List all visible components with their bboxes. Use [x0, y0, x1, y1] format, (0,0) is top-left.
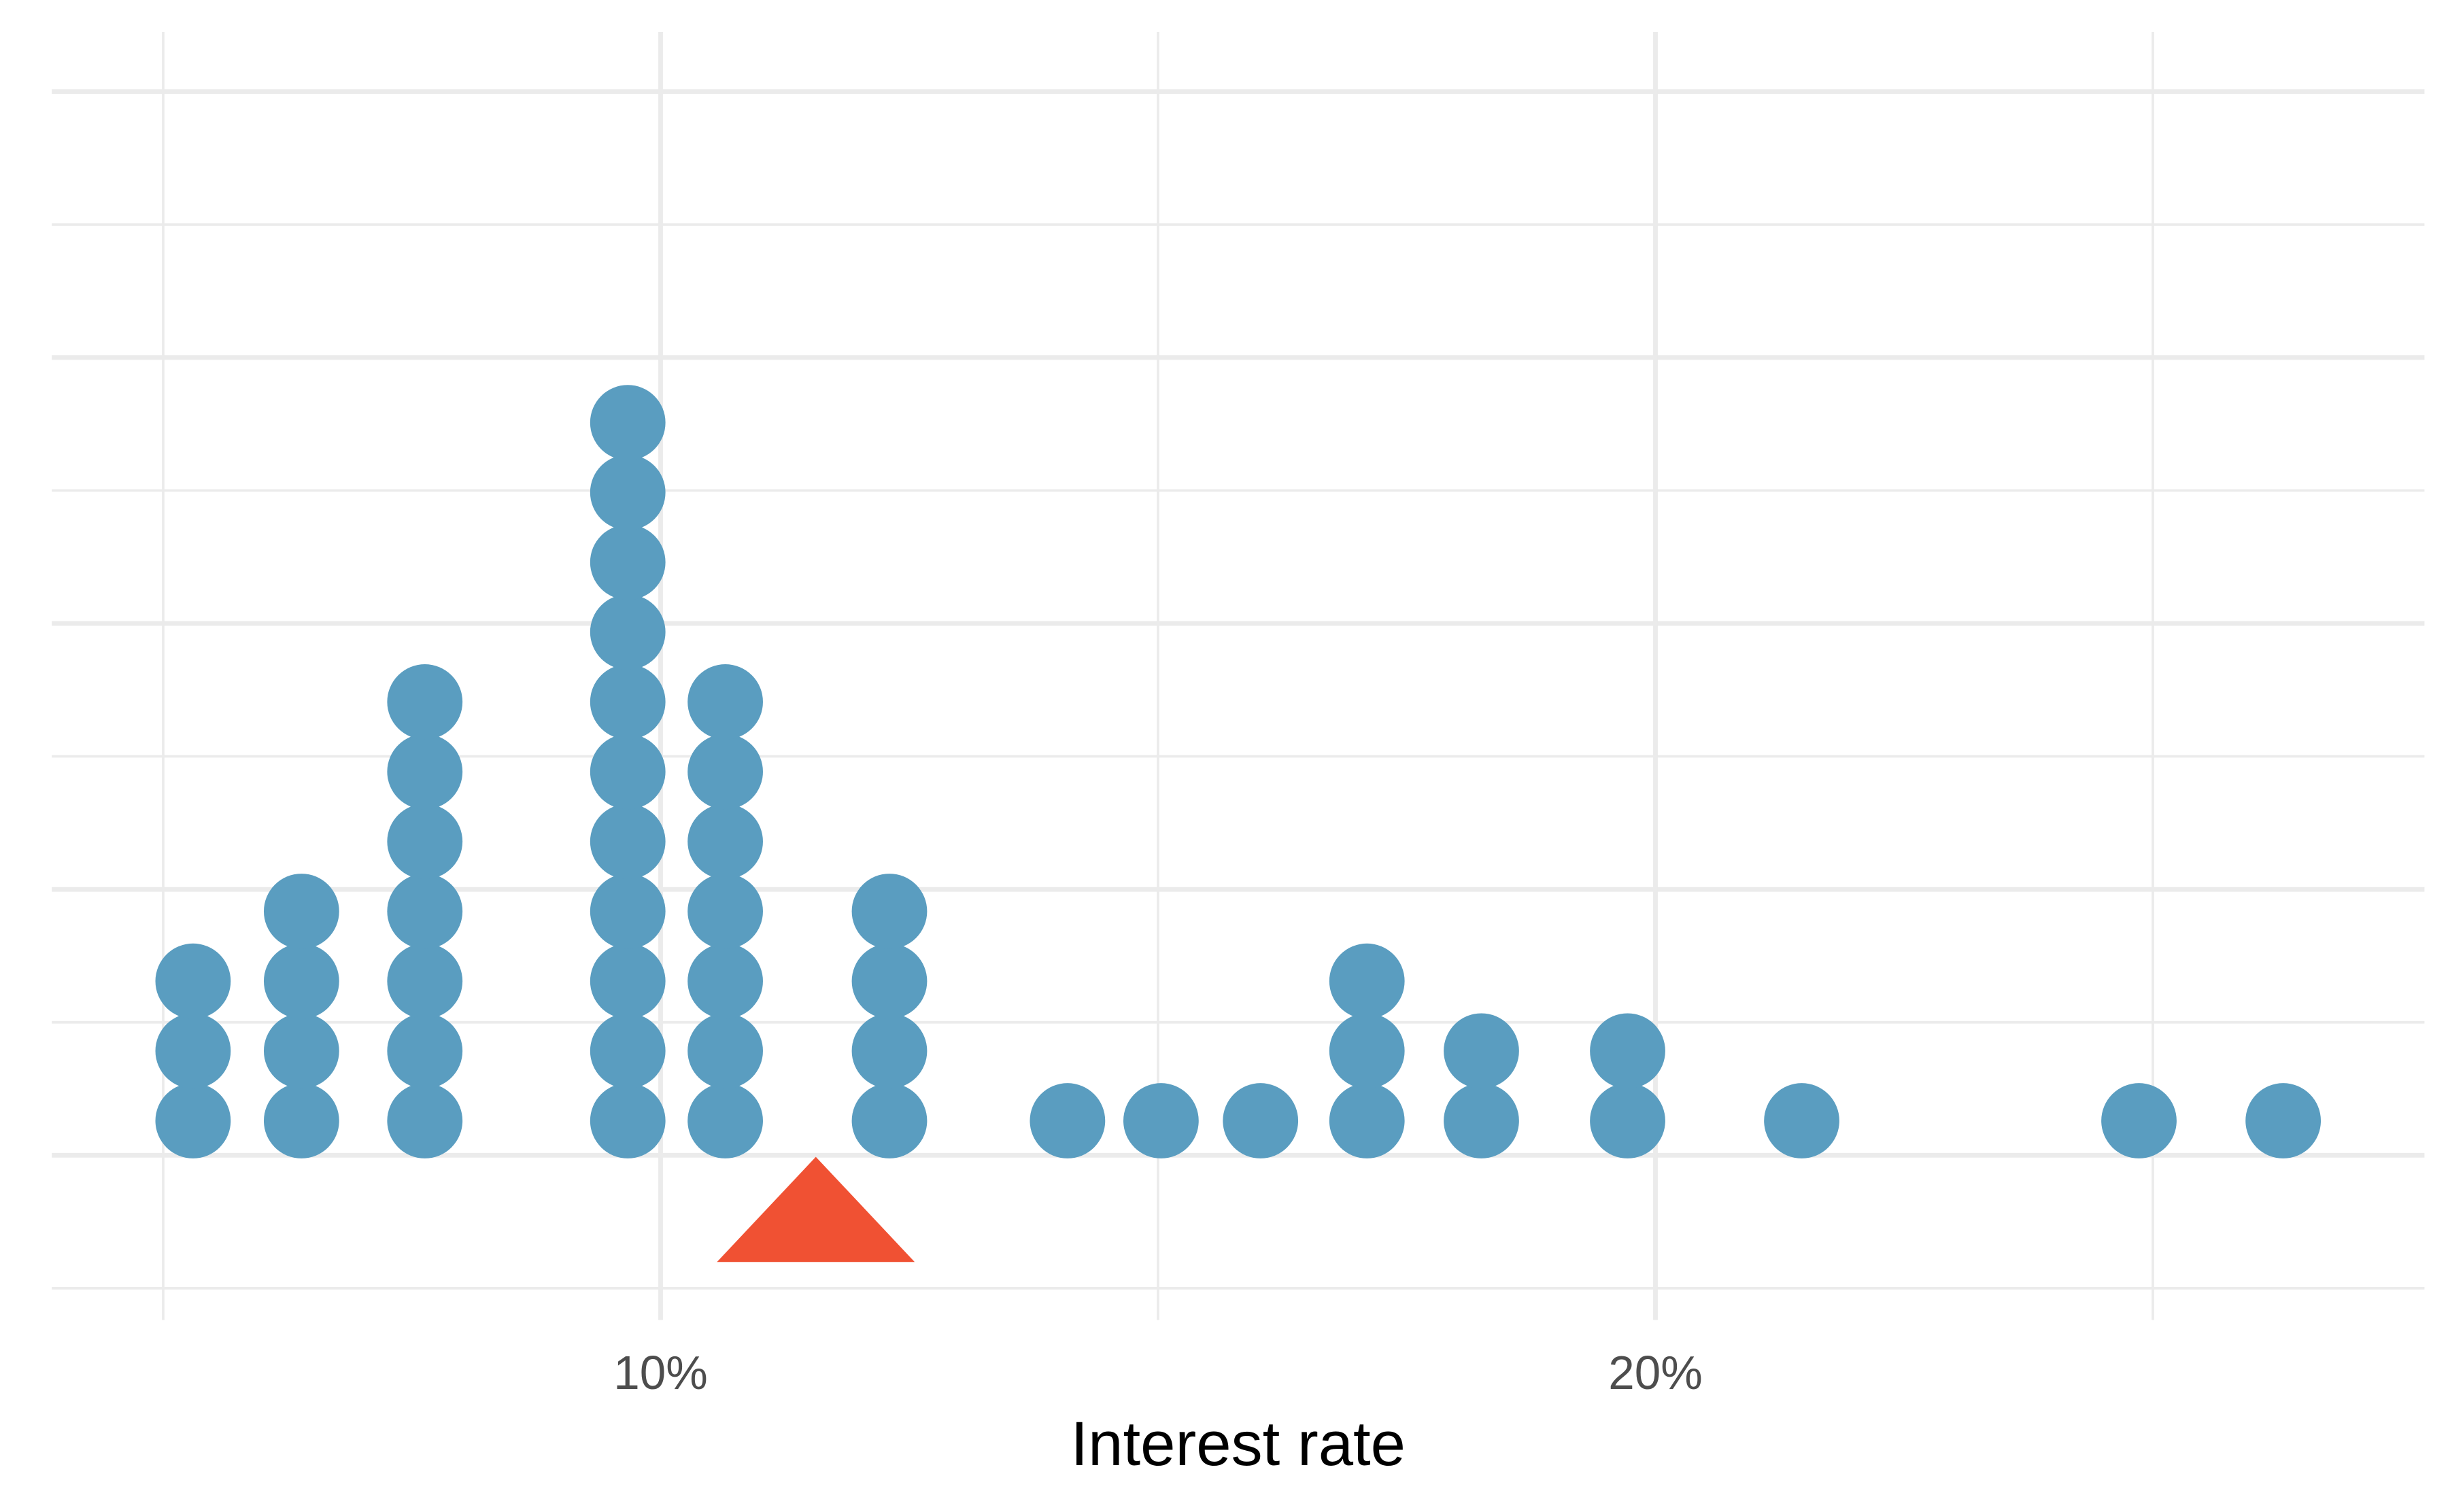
dot: [1444, 1083, 1519, 1158]
dot: [590, 1083, 666, 1158]
x-tick-label: 10%: [613, 1346, 708, 1399]
dot: [590, 664, 666, 740]
dot: [1123, 1083, 1199, 1158]
dot: [687, 1083, 763, 1158]
x-axis-title: Interest rate: [1071, 1408, 1406, 1479]
dot: [851, 943, 928, 1019]
dot: [263, 943, 339, 1019]
dot: [851, 1083, 928, 1158]
dot: [387, 943, 463, 1019]
dot: [590, 734, 666, 810]
dot: [155, 1083, 231, 1158]
dot: [2101, 1083, 2177, 1158]
dot: [387, 804, 463, 880]
mean-marker: [717, 1156, 915, 1262]
dot: [590, 454, 666, 530]
dot: [687, 943, 763, 1019]
dot: [1329, 943, 1405, 1019]
dot: [590, 874, 666, 949]
dot: [2245, 1083, 2322, 1158]
dot: [687, 664, 763, 740]
dot: [590, 943, 666, 1019]
dot: [687, 874, 763, 949]
dot: [1223, 1083, 1299, 1158]
dot: [263, 874, 339, 949]
dot: [590, 1013, 666, 1089]
dot: [387, 1083, 463, 1158]
dot: [1764, 1083, 1839, 1158]
marks: [155, 385, 2322, 1262]
dot: [687, 734, 763, 810]
dot: [851, 874, 928, 949]
dot: [687, 1013, 763, 1089]
dot: [851, 1013, 928, 1089]
dot: [1030, 1083, 1106, 1158]
dot: [687, 804, 763, 880]
dot: [1590, 1083, 1665, 1158]
dot: [387, 874, 463, 949]
dot: [263, 1083, 339, 1158]
dot: [590, 594, 666, 670]
dot: [1444, 1013, 1519, 1089]
dot: [387, 1013, 463, 1089]
dot: [1590, 1013, 1665, 1089]
dot: [263, 1013, 339, 1089]
dot: [155, 1013, 231, 1089]
dot: [387, 664, 463, 740]
dot: [387, 734, 463, 810]
dot: [590, 524, 666, 600]
dot: [1329, 1013, 1405, 1089]
dot: [590, 385, 666, 460]
dot: [1329, 1083, 1405, 1158]
dot: [155, 943, 231, 1019]
dot: [590, 804, 666, 880]
x-tick-label: 20%: [1608, 1346, 1703, 1399]
